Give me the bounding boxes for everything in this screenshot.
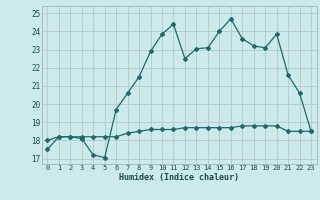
X-axis label: Humidex (Indice chaleur): Humidex (Indice chaleur) — [119, 173, 239, 182]
